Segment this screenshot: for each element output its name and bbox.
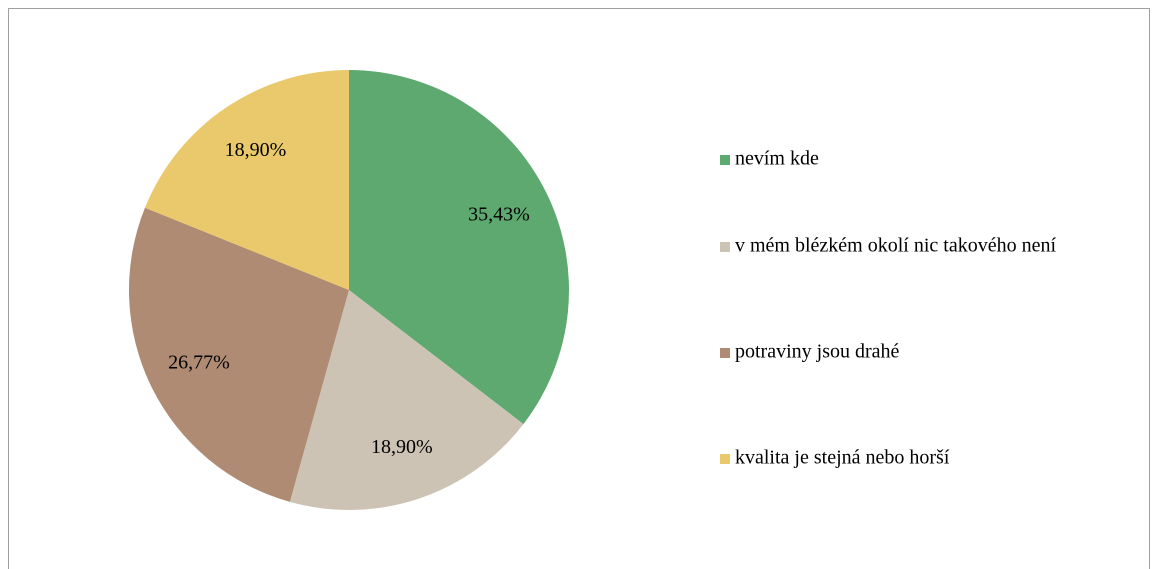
legend-swatch (720, 242, 730, 252)
pie-slice (349, 70, 569, 425)
legend-label: v mém blézkém okolí nic takového není (735, 235, 1056, 257)
data-label: 18,90% (371, 436, 433, 458)
pie-slice (144, 70, 349, 290)
pie-slice (128, 207, 349, 502)
legend-swatch (720, 155, 730, 165)
legend-label: kvalita je stejná nebo horší (735, 447, 950, 469)
pie-slice (289, 290, 524, 510)
data-label: 35,43% (468, 204, 530, 226)
data-label: 26,77% (168, 351, 230, 373)
legend-label: potraviny jsou drahé (735, 341, 900, 363)
legend-label: nevím kde (735, 148, 819, 170)
legend-swatch (720, 454, 730, 464)
legend-swatch (720, 348, 730, 358)
data-label: 18,90% (225, 139, 287, 161)
